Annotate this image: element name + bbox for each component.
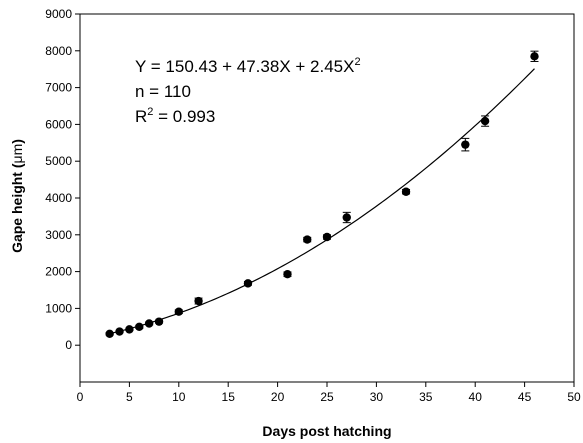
sample-size: n = 110 xyxy=(135,82,191,101)
data-point-group xyxy=(115,327,124,336)
r-squared-value: = 0.993 xyxy=(153,107,215,126)
x-tick-label: 50 xyxy=(567,390,581,404)
y-tick-label: 9000 xyxy=(45,7,72,21)
x-tick-label: 25 xyxy=(320,390,334,404)
r-squared: R2 = 0.993 xyxy=(135,106,215,126)
x-tick-label: 5 xyxy=(126,390,133,404)
data-point-group xyxy=(303,235,312,244)
x-tick-label: 30 xyxy=(370,390,384,404)
x-axis-label: Days post hatching xyxy=(262,423,391,439)
data-point-group xyxy=(194,296,203,306)
data-point-group xyxy=(342,211,351,224)
data-point xyxy=(144,319,154,328)
x-axis: 0 5 10 15 20 25 30 35 40 45 50 xyxy=(77,382,581,404)
x-tick-label: 40 xyxy=(469,390,483,404)
data-point xyxy=(243,279,253,288)
x-tick-label: 45 xyxy=(518,390,532,404)
y-axis: 0 1000 2000 3000 4000 5000 6000 7000 8000 9000 xyxy=(45,7,80,352)
data-point xyxy=(480,116,490,126)
y-tick-label: 8000 xyxy=(45,44,72,58)
y-tick-label: 5000 xyxy=(45,154,72,168)
data-point-group xyxy=(480,115,490,127)
x-tick-label: 20 xyxy=(271,390,285,404)
data-point xyxy=(125,325,134,334)
regression-equation-main: Y = 150.43 + 47.38X + 2.45X xyxy=(135,57,354,76)
y-tick-label: 2000 xyxy=(45,265,72,279)
data-point xyxy=(322,232,332,242)
data-point-group xyxy=(283,269,292,279)
data-point-group xyxy=(243,279,253,288)
regression-equation: Y = 150.43 + 47.38X + 2.45X2 xyxy=(135,56,361,76)
data-point xyxy=(303,235,312,244)
data-point-group xyxy=(174,307,183,316)
equation-annotation: Y = 150.43 + 47.38X + 2.45X2 n = 110 R2 … xyxy=(135,56,361,126)
y-tick-label: 6000 xyxy=(45,117,72,131)
data-point xyxy=(135,322,144,331)
y-axis-label-suffix: ) xyxy=(9,139,25,144)
y-tick-label: 1000 xyxy=(45,301,72,315)
data-point xyxy=(461,140,470,149)
data-point xyxy=(115,327,124,336)
y-axis-label: Gape height (μm) xyxy=(9,139,25,253)
data-point xyxy=(194,296,203,306)
y-tick-label: 4000 xyxy=(45,191,72,205)
y-tick-label: 7000 xyxy=(45,81,72,95)
data-point-group xyxy=(135,322,144,331)
regression-equation-exponent: 2 xyxy=(354,56,360,68)
data-point-group xyxy=(461,137,470,152)
r-squared-symbol: R xyxy=(135,107,147,126)
y-tick-label: 3000 xyxy=(45,228,72,242)
x-tick-label: 0 xyxy=(77,390,84,404)
data-point-group xyxy=(530,50,539,62)
data-point xyxy=(342,213,351,222)
x-tick-label: 15 xyxy=(222,390,236,404)
data-point xyxy=(105,329,114,338)
data-point-group xyxy=(401,187,411,196)
x-tick-label: 35 xyxy=(419,390,433,404)
data-point-group xyxy=(322,232,332,242)
data-point xyxy=(530,52,539,61)
x-tick-label: 10 xyxy=(172,390,186,404)
data-point-group xyxy=(105,329,114,338)
data-point xyxy=(154,317,164,326)
r-squared-exponent: 2 xyxy=(147,106,153,118)
data-point xyxy=(401,187,411,196)
data-point-group xyxy=(144,319,154,328)
y-tick-label: 0 xyxy=(65,338,72,352)
data-point xyxy=(283,269,292,279)
data-point-group xyxy=(125,325,134,334)
y-axis-label-unit: μm xyxy=(9,144,25,164)
data-point-group xyxy=(154,317,164,326)
y-axis-label-prefix: Gape height ( xyxy=(9,163,25,253)
data-points-layer xyxy=(105,50,539,338)
data-point xyxy=(174,307,183,316)
